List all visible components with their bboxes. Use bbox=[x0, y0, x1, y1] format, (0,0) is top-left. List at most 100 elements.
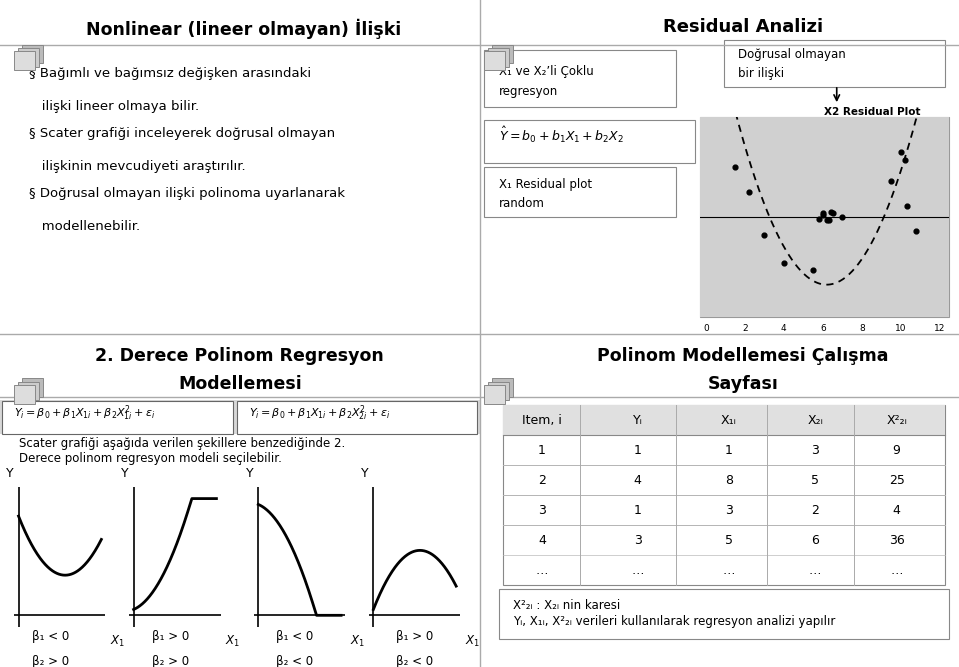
Text: Scater grafiği aşağıda verilen şekillere benzediğinde 2.: Scater grafiği aşağıda verilen şekillere… bbox=[19, 437, 345, 450]
Text: $Y_i=\beta_0+\beta_1X_{1i}+\beta_2X_{1i}^2+\varepsilon_i$: $Y_i=\beta_0+\beta_1X_{1i}+\beta_2X_{1i}… bbox=[14, 404, 155, 424]
Point bbox=[776, 258, 791, 269]
FancyBboxPatch shape bbox=[503, 405, 945, 435]
Text: $X_1$: $X_1$ bbox=[225, 634, 240, 649]
Point bbox=[899, 201, 914, 211]
Text: 1: 1 bbox=[538, 444, 546, 457]
Text: Modellemesi: Modellemesi bbox=[177, 375, 302, 393]
Text: regresyon: regresyon bbox=[499, 85, 558, 98]
Text: Yᵢ: Yᵢ bbox=[633, 414, 643, 427]
Text: modellenebilir.: modellenebilir. bbox=[29, 220, 140, 233]
Text: β₁ > 0: β₁ > 0 bbox=[396, 630, 433, 643]
Text: Item, i: Item, i bbox=[522, 414, 562, 427]
Point bbox=[908, 225, 924, 236]
Text: X₁ᵢ: X₁ᵢ bbox=[721, 414, 737, 427]
Text: Derece polinom regresyon modeli seçilebilir.: Derece polinom regresyon modeli seçilebi… bbox=[19, 452, 282, 465]
Text: …: … bbox=[535, 564, 549, 577]
Text: $X_1$: $X_1$ bbox=[465, 634, 480, 649]
Text: 2: 2 bbox=[538, 474, 546, 487]
Text: X₂ᵢ: X₂ᵢ bbox=[807, 414, 823, 427]
Text: Y: Y bbox=[361, 467, 368, 480]
Point bbox=[821, 215, 836, 225]
Text: 4: 4 bbox=[634, 474, 642, 487]
Text: 4: 4 bbox=[538, 534, 546, 547]
FancyBboxPatch shape bbox=[0, 400, 480, 434]
Text: β₂ < 0: β₂ < 0 bbox=[276, 655, 314, 667]
Text: random: random bbox=[499, 197, 545, 209]
Text: …: … bbox=[722, 564, 736, 577]
Text: Y: Y bbox=[121, 467, 129, 480]
Text: …: … bbox=[631, 564, 644, 577]
Point bbox=[806, 265, 821, 275]
Text: Doğrusal olmayan: Doğrusal olmayan bbox=[738, 49, 846, 61]
Point bbox=[897, 154, 912, 165]
Text: X₁ Residual plot: X₁ Residual plot bbox=[499, 179, 592, 191]
Text: 1: 1 bbox=[634, 504, 642, 517]
Text: bir ilişki: bir ilişki bbox=[738, 67, 784, 79]
Text: 2. Derece Polinom Regresyon: 2. Derece Polinom Regresyon bbox=[95, 347, 385, 365]
Text: Y: Y bbox=[6, 467, 13, 480]
Text: Sayfası: Sayfası bbox=[708, 375, 779, 393]
Text: 3: 3 bbox=[811, 444, 819, 457]
Text: 9: 9 bbox=[893, 444, 901, 457]
Point bbox=[834, 211, 850, 222]
Text: 3: 3 bbox=[725, 504, 733, 517]
Text: Yᵢ, X₁ᵢ, X²₂ᵢ verileri kullanılarak regresyon analizi yapılır: Yᵢ, X₁ᵢ, X²₂ᵢ verileri kullanılarak regr… bbox=[513, 615, 835, 628]
Text: ilişkinin mevcudiyeti araştırılır.: ilişkinin mevcudiyeti araştırılır. bbox=[29, 160, 246, 173]
FancyBboxPatch shape bbox=[484, 50, 676, 107]
Text: Residual Analizi: Residual Analizi bbox=[664, 18, 823, 36]
Point bbox=[819, 214, 834, 225]
Text: Polinom Modellemesi Çalışma: Polinom Modellemesi Çalışma bbox=[597, 347, 889, 365]
Text: β₂ > 0: β₂ > 0 bbox=[32, 655, 69, 667]
FancyBboxPatch shape bbox=[724, 40, 945, 87]
FancyBboxPatch shape bbox=[700, 117, 949, 317]
Point bbox=[825, 208, 840, 219]
Text: Y: Y bbox=[246, 467, 253, 480]
Point bbox=[883, 175, 899, 186]
Text: β₁ < 0: β₁ < 0 bbox=[276, 630, 314, 643]
Point bbox=[728, 161, 743, 172]
Text: 4: 4 bbox=[893, 504, 901, 517]
Point bbox=[741, 186, 757, 197]
FancyBboxPatch shape bbox=[484, 167, 676, 217]
Point bbox=[811, 213, 827, 224]
Text: …: … bbox=[890, 564, 903, 577]
Text: $\mathit{Y_i=\beta_0+\beta_1X_{1i}+\beta_2X_{2i}^2+\varepsilon_i}$: $\mathit{Y_i=\beta_0+\beta_1X_{1i}+\beta… bbox=[249, 404, 390, 424]
Text: 8: 8 bbox=[725, 474, 733, 487]
Text: β₂ < 0: β₂ < 0 bbox=[396, 655, 433, 667]
Text: β₂ > 0: β₂ > 0 bbox=[152, 655, 189, 667]
Text: 1: 1 bbox=[725, 444, 733, 457]
Text: 1: 1 bbox=[634, 444, 642, 457]
Text: § Bağımlı ve bağımsız değişken arasındaki: § Bağımlı ve bağımsız değişken arasındak… bbox=[29, 67, 311, 79]
Text: β₁ < 0: β₁ < 0 bbox=[32, 630, 69, 643]
Point bbox=[815, 209, 830, 220]
Text: β₁ > 0: β₁ > 0 bbox=[152, 630, 189, 643]
Text: 3: 3 bbox=[538, 504, 546, 517]
Text: 5: 5 bbox=[811, 474, 819, 487]
Text: X²₂ᵢ: X²₂ᵢ bbox=[886, 414, 907, 427]
Text: 6: 6 bbox=[811, 534, 819, 547]
FancyBboxPatch shape bbox=[484, 120, 695, 163]
Text: ilişki lineer olmaya bilir.: ilişki lineer olmaya bilir. bbox=[29, 100, 199, 113]
Text: $X_1$: $X_1$ bbox=[110, 634, 125, 649]
FancyBboxPatch shape bbox=[2, 401, 233, 434]
Text: 25: 25 bbox=[889, 474, 904, 487]
Point bbox=[815, 208, 830, 219]
Text: § Doğrusal olmayan ilişki polinoma uyarlanarak: § Doğrusal olmayan ilişki polinoma uyarl… bbox=[29, 187, 345, 199]
Text: X₁ ve X₂’li Çoklu: X₁ ve X₂’li Çoklu bbox=[499, 65, 594, 78]
Point bbox=[757, 229, 772, 240]
FancyBboxPatch shape bbox=[499, 589, 949, 639]
Text: …: … bbox=[808, 564, 822, 577]
Text: 3: 3 bbox=[634, 534, 642, 547]
Text: $X_1$: $X_1$ bbox=[350, 634, 364, 649]
Text: X2 Residual Plot: X2 Residual Plot bbox=[825, 107, 921, 117]
Text: 5: 5 bbox=[725, 534, 733, 547]
FancyBboxPatch shape bbox=[503, 405, 945, 586]
Point bbox=[823, 207, 838, 218]
FancyBboxPatch shape bbox=[238, 401, 478, 434]
Text: 36: 36 bbox=[889, 534, 904, 547]
Text: Nonlinear (lineer olmayan) İlişki: Nonlinear (lineer olmayan) İlişki bbox=[86, 18, 402, 39]
Text: § Scater grafiği inceleyerek doğrusal olmayan: § Scater grafiği inceleyerek doğrusal ol… bbox=[29, 127, 335, 139]
Text: 2: 2 bbox=[811, 504, 819, 517]
Point bbox=[893, 147, 908, 158]
Text: $\hat{Y}=b_0+b_1X_1+b_2X_2$: $\hat{Y}=b_0+b_1X_1+b_2X_2$ bbox=[499, 125, 623, 145]
